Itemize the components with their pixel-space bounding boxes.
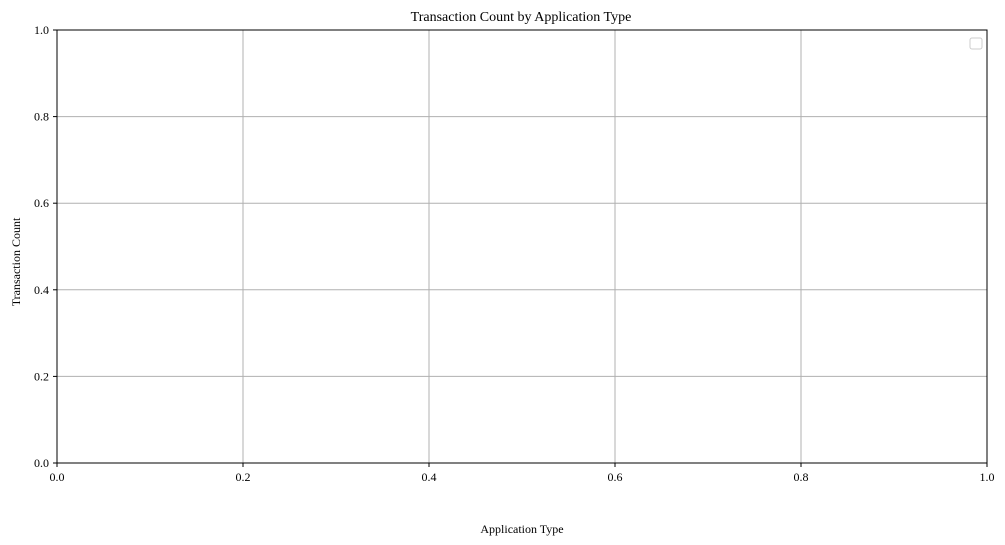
x-axis-ticks: 0.0 0.2 0.4 0.6 0.8 1.0 bbox=[50, 463, 995, 484]
x-tick-label: 0.2 bbox=[236, 470, 251, 484]
y-tick-label: 0.2 bbox=[34, 369, 49, 383]
x-tick-label: 0.0 bbox=[50, 470, 65, 484]
x-tick-label: 0.4 bbox=[422, 470, 437, 484]
x-tick-label: 1.0 bbox=[980, 470, 995, 484]
x-tick-label: 0.6 bbox=[608, 470, 623, 484]
y-tick-label: 0.4 bbox=[34, 283, 49, 297]
x-axis-label: Application Type bbox=[480, 522, 563, 536]
y-axis-label: Transaction Count bbox=[9, 217, 23, 306]
y-tick-label: 1.0 bbox=[34, 23, 49, 37]
plot-area-frame bbox=[56, 29, 988, 464]
grid-layer bbox=[56, 29, 988, 464]
y-tick-label: 0.0 bbox=[34, 456, 49, 470]
y-tick-label: 0.8 bbox=[34, 110, 49, 124]
y-tick-label: 0.6 bbox=[34, 196, 49, 210]
x-tick-label: 0.8 bbox=[794, 470, 809, 484]
y-axis-ticks: 0.0 0.2 0.4 0.6 0.8 1.0 bbox=[34, 23, 57, 470]
legend-box bbox=[969, 37, 983, 50]
chart-title: Transaction Count by Application Type bbox=[411, 10, 632, 25]
